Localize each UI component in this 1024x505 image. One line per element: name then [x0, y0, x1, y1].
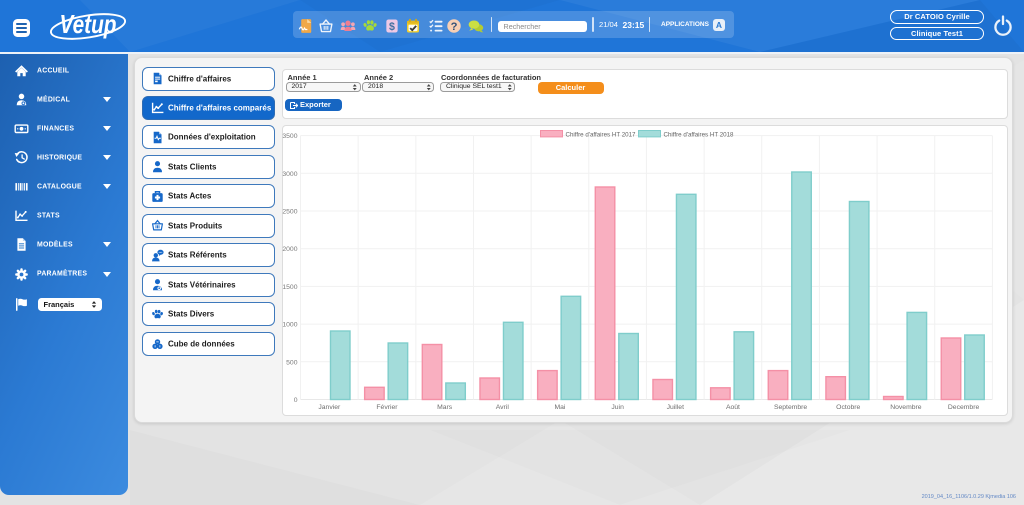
svg-text:Chiffre d'affaires HT 2018: Chiffre d'affaires HT 2018	[663, 131, 734, 138]
svg-text:Mai: Mai	[554, 404, 565, 411]
svg-text:500: 500	[286, 359, 298, 366]
svg-text:Février: Février	[376, 404, 398, 411]
svg-text:3000: 3000	[282, 171, 297, 178]
svg-text:1500: 1500	[282, 284, 297, 291]
svg-text:Vetup: Vetup	[60, 9, 117, 39]
svg-text:Août: Août	[725, 404, 739, 411]
svg-text:Novembre: Novembre	[890, 404, 922, 411]
svg-text:$: $	[389, 20, 395, 32]
svg-text:Chiffre d'affaires HT 2017: Chiffre d'affaires HT 2017	[565, 131, 636, 138]
svg-text:Avril: Avril	[495, 404, 509, 411]
svg-text:2000: 2000	[282, 246, 297, 253]
svg-text:Septembre: Septembre	[773, 404, 806, 411]
svg-text:2500: 2500	[282, 209, 297, 216]
svg-text:Mars: Mars	[437, 404, 453, 411]
svg-text:Juin: Juin	[611, 404, 624, 411]
svg-text:3500: 3500	[282, 133, 297, 140]
svg-text:Decembre: Decembre	[947, 404, 979, 411]
svg-text:Juillet: Juillet	[666, 404, 683, 411]
svg-text:Janvier: Janvier	[318, 404, 341, 411]
svg-text:Octobre: Octobre	[836, 404, 860, 411]
svg-text:0: 0	[293, 397, 297, 404]
svg-text:1000: 1000	[282, 322, 297, 329]
svg-text:?: ?	[451, 21, 458, 33]
